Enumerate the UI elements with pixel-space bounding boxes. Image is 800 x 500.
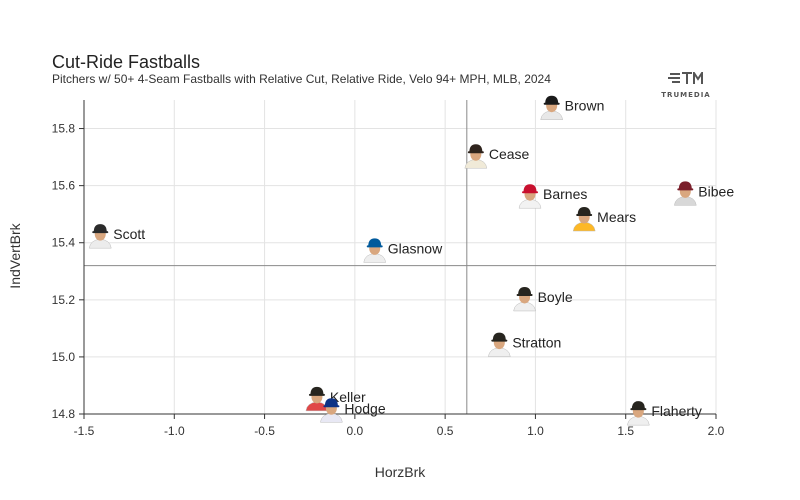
y-tick-label: 15.4 bbox=[52, 236, 76, 250]
avatar-cap-brim bbox=[491, 339, 508, 342]
data-points: Brown Cease Barnes Bibee Mears Scott Glasnow Bo… bbox=[88, 95, 734, 426]
avatar-cap bbox=[523, 184, 537, 193]
data-point-scott[interactable] bbox=[88, 224, 112, 249]
point-label-brown: Brown bbox=[565, 98, 605, 114]
avatar-cap bbox=[492, 332, 506, 341]
data-point-hodge[interactable] bbox=[320, 398, 343, 423]
trumedia-logo: TRUMEDIA bbox=[660, 69, 712, 99]
data-point-stratton[interactable] bbox=[488, 332, 511, 357]
chart-title: Cut-Ride Fastballs bbox=[52, 52, 201, 72]
y-tick-label: 14.8 bbox=[52, 407, 76, 421]
point-label-bibee: Bibee bbox=[698, 183, 734, 199]
avatar-cap-brim bbox=[308, 393, 325, 396]
x-tick-label: 1.0 bbox=[527, 424, 544, 438]
x-tick-label: 0.5 bbox=[437, 424, 454, 438]
y-tick-label: 15.0 bbox=[52, 350, 76, 364]
avatar-cap-brim bbox=[467, 151, 484, 154]
avatar-cap bbox=[518, 286, 532, 295]
data-point-glasnow[interactable] bbox=[363, 238, 387, 263]
grid-lines bbox=[83, 100, 717, 415]
y-tick-label: 15.6 bbox=[52, 179, 76, 193]
point-label-stratton: Stratton bbox=[512, 335, 561, 351]
trumedia-logo-text: TRUMEDIA bbox=[661, 91, 711, 99]
avatar-cap-brim bbox=[516, 293, 533, 296]
avatar-cap bbox=[469, 144, 483, 153]
point-label-hodge: Hodge bbox=[344, 400, 385, 416]
y-axis-title: IndVertBrk bbox=[7, 222, 23, 288]
axes bbox=[79, 100, 717, 419]
y-tick-label: 15.2 bbox=[52, 293, 76, 307]
point-label-scott: Scott bbox=[113, 226, 145, 242]
point-label-barnes: Barnes bbox=[543, 186, 587, 202]
avatar-cap bbox=[93, 224, 107, 233]
point-label-keller: Keller bbox=[330, 389, 366, 405]
x-tick-label: -0.5 bbox=[254, 424, 275, 438]
avatar-cap bbox=[324, 398, 338, 407]
avatar-cap bbox=[678, 181, 692, 190]
x-tick-label: -1.5 bbox=[74, 424, 95, 438]
avatar-cap-brim bbox=[366, 245, 383, 248]
reference-lines bbox=[84, 100, 716, 414]
point-label-cease: Cease bbox=[489, 146, 530, 162]
data-point-keller[interactable] bbox=[305, 386, 329, 412]
data-point-bibee[interactable] bbox=[674, 181, 697, 206]
point-label-flaherty: Flaherty bbox=[651, 403, 702, 419]
avatar-cap-brim bbox=[677, 188, 694, 191]
avatar-cap bbox=[545, 95, 559, 104]
y-tick-label: 15.8 bbox=[52, 122, 76, 136]
avatar-cap-brim bbox=[576, 214, 593, 217]
avatar-cap-brim bbox=[630, 408, 647, 411]
avatar-cap bbox=[577, 207, 591, 216]
avatar-cap bbox=[368, 238, 382, 247]
avatar-cap-brim bbox=[522, 191, 539, 194]
point-label-boyle: Boyle bbox=[538, 289, 573, 305]
point-label-glasnow: Glasnow bbox=[388, 240, 443, 256]
point-label-mears: Mears bbox=[597, 209, 636, 225]
data-point-cease[interactable] bbox=[464, 144, 488, 169]
avatar-cap bbox=[310, 386, 324, 395]
avatar-cap-brim bbox=[92, 231, 109, 234]
x-tick-label: 0.0 bbox=[347, 424, 364, 438]
avatar-cap-brim bbox=[323, 405, 340, 408]
data-point-brown[interactable] bbox=[540, 95, 563, 120]
tick-labels: -1.5 -1.0 -0.5 0.0 0.5 1.0 1.5 2.0 14.8 15.0 15.2 1… bbox=[52, 122, 725, 438]
x-tick-label: 1.5 bbox=[617, 424, 634, 438]
chart-subtitle: Pitchers w/ 50+ 4-Seam Fastballs with Re… bbox=[52, 72, 551, 86]
data-point-flaherty[interactable] bbox=[627, 401, 650, 426]
avatar-cap-brim bbox=[543, 102, 560, 105]
x-tick-label: -1.0 bbox=[164, 424, 185, 438]
data-point-mears[interactable] bbox=[572, 207, 596, 232]
trumedia-logo-icon bbox=[668, 69, 703, 84]
avatar-cap bbox=[631, 401, 645, 410]
data-point-boyle[interactable] bbox=[513, 286, 536, 312]
x-axis-title: HorzBrk bbox=[375, 464, 427, 480]
x-tick-label: 2.0 bbox=[708, 424, 725, 438]
data-point-barnes[interactable] bbox=[518, 184, 542, 209]
